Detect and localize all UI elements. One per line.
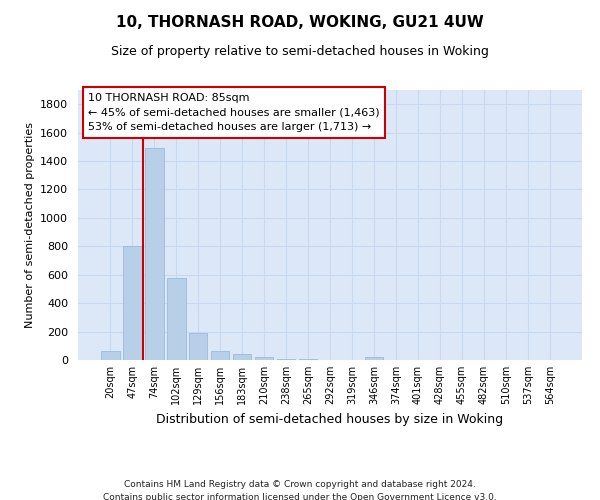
Text: Distribution of semi-detached houses by size in Woking: Distribution of semi-detached houses by … xyxy=(157,412,503,426)
Bar xyxy=(145,148,164,360)
Bar xyxy=(189,333,208,360)
Bar xyxy=(233,354,251,360)
Bar xyxy=(101,352,119,360)
Y-axis label: Number of semi-detached properties: Number of semi-detached properties xyxy=(25,122,35,328)
Bar xyxy=(123,246,142,360)
Bar xyxy=(277,358,295,360)
Text: 10, THORNASH ROAD, WOKING, GU21 4UW: 10, THORNASH ROAD, WOKING, GU21 4UW xyxy=(116,15,484,30)
Bar xyxy=(211,351,229,360)
Text: Contains HM Land Registry data © Crown copyright and database right 2024.
Contai: Contains HM Land Registry data © Crown c… xyxy=(103,480,497,500)
Bar xyxy=(365,357,383,360)
Bar xyxy=(255,357,274,360)
Bar xyxy=(167,278,185,360)
Text: Size of property relative to semi-detached houses in Woking: Size of property relative to semi-detach… xyxy=(111,45,489,58)
Text: 10 THORNASH ROAD: 85sqm
← 45% of semi-detached houses are smaller (1,463)
53% of: 10 THORNASH ROAD: 85sqm ← 45% of semi-de… xyxy=(88,92,380,132)
